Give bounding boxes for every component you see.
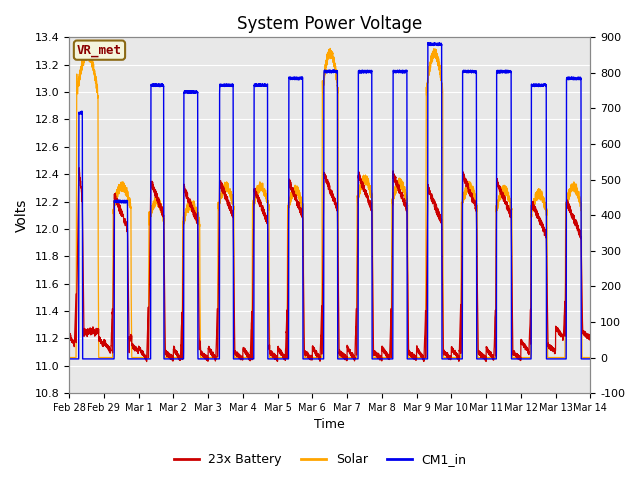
Title: System Power Voltage: System Power Voltage xyxy=(237,15,422,33)
X-axis label: Time: Time xyxy=(314,419,345,432)
Y-axis label: Volts: Volts xyxy=(15,199,29,232)
Legend: 23x Battery, Solar, CM1_in: 23x Battery, Solar, CM1_in xyxy=(168,448,472,471)
Text: VR_met: VR_met xyxy=(77,44,122,57)
